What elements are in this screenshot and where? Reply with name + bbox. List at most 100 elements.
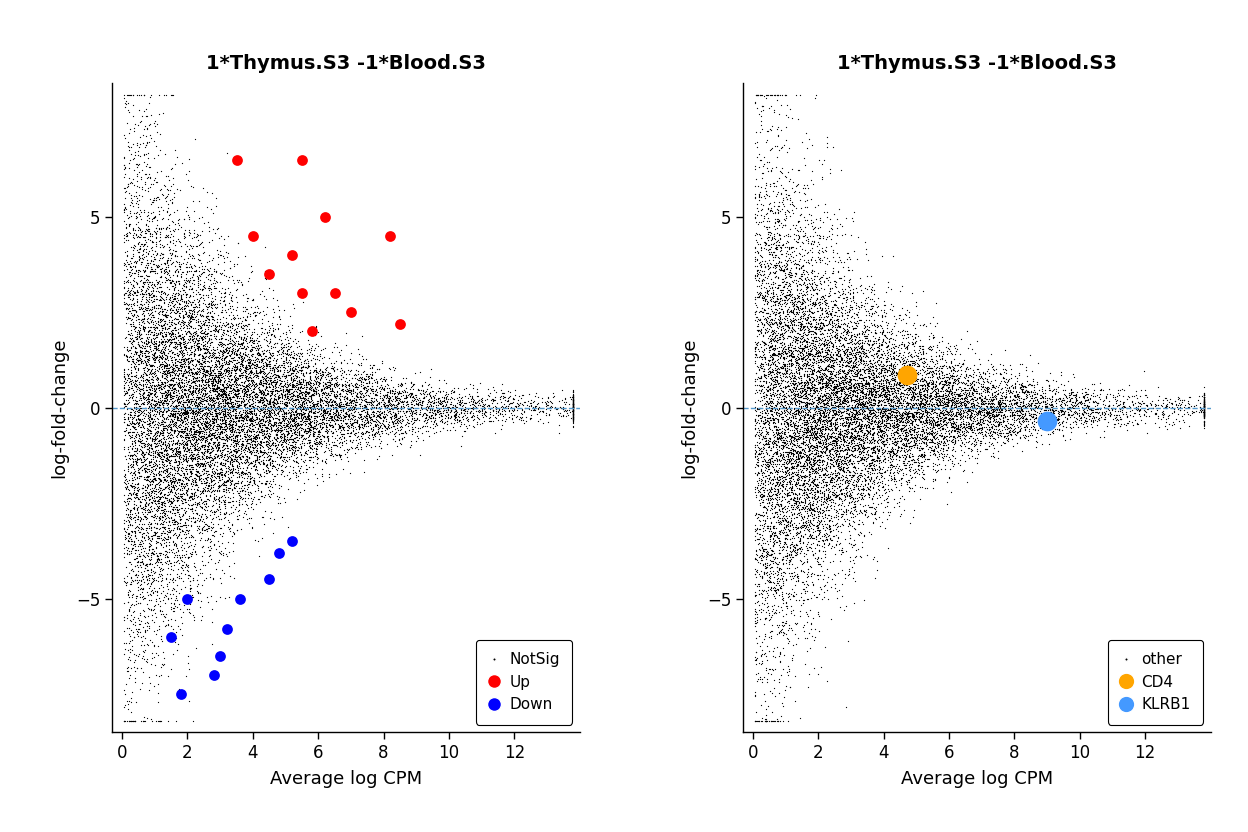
- Point: [243, 424, 263, 438]
- Point: [146, 468, 166, 481]
- Point: [797, 458, 817, 472]
- Point: [158, 470, 178, 483]
- Point: [1040, 393, 1060, 406]
- Point: [150, 511, 170, 524]
- Point: [205, 450, 225, 463]
- Point: [241, 433, 261, 446]
- Point: [1114, 395, 1134, 409]
- Point: [205, 428, 225, 442]
- Point: [1021, 399, 1041, 413]
- Point: [963, 402, 983, 415]
- Point: [170, 597, 190, 611]
- Point: [208, 324, 228, 338]
- Point: [970, 422, 990, 435]
- Point: [115, 475, 135, 488]
- Point: [780, 681, 800, 694]
- Point: [1028, 396, 1048, 409]
- Point: [791, 399, 811, 412]
- Point: [1043, 426, 1063, 439]
- Point: [180, 490, 200, 503]
- Point: [338, 426, 358, 439]
- Point: [941, 399, 961, 412]
- Point: [321, 368, 341, 381]
- Point: [1194, 399, 1214, 413]
- Point: [1062, 389, 1082, 402]
- Point: [842, 428, 862, 441]
- Point: [389, 409, 409, 423]
- Point: [197, 339, 217, 352]
- Point: [172, 303, 192, 316]
- Point: [909, 397, 929, 410]
- Point: [144, 281, 163, 295]
- Point: [303, 388, 323, 401]
- Point: [845, 389, 865, 402]
- Point: [946, 339, 966, 352]
- Point: [412, 379, 432, 392]
- Point: [212, 395, 232, 409]
- Point: [912, 429, 932, 443]
- Point: [990, 403, 1010, 416]
- Point: [951, 359, 971, 373]
- Point: [117, 541, 137, 554]
- Point: [750, 478, 770, 491]
- Point: [220, 382, 240, 395]
- Point: [904, 425, 924, 438]
- Point: [152, 568, 172, 582]
- Point: [144, 561, 163, 574]
- Point: [814, 327, 834, 340]
- Point: [778, 522, 797, 536]
- Point: [314, 381, 334, 394]
- Point: [870, 466, 890, 479]
- Point: [809, 390, 829, 404]
- Point: [919, 366, 938, 379]
- Point: [991, 396, 1011, 409]
- Point: [171, 389, 191, 403]
- Point: [791, 319, 811, 333]
- Point: [800, 386, 820, 399]
- Point: [855, 303, 875, 316]
- Point: [1012, 399, 1032, 413]
- Point: [241, 369, 261, 382]
- Point: [122, 617, 142, 631]
- Point: [844, 433, 864, 446]
- Point: [255, 404, 275, 418]
- Point: [283, 460, 303, 473]
- Point: [237, 434, 257, 448]
- Point: [373, 393, 393, 406]
- Point: [1025, 398, 1045, 411]
- Point: [967, 399, 987, 412]
- Point: [945, 391, 965, 404]
- Point: [419, 429, 439, 443]
- Point: [388, 402, 408, 415]
- Point: [134, 280, 154, 293]
- Point: [790, 448, 810, 462]
- Point: [341, 394, 361, 407]
- Point: [281, 389, 301, 403]
- Point: [392, 378, 412, 391]
- Point: [513, 398, 533, 411]
- Point: [417, 404, 437, 417]
- Point: [206, 374, 226, 387]
- Point: [147, 447, 167, 460]
- Point: [135, 250, 155, 264]
- Point: [131, 573, 151, 587]
- Point: [837, 438, 857, 452]
- Point: [810, 412, 830, 425]
- Point: [131, 455, 151, 468]
- Point: [827, 344, 847, 357]
- Point: [829, 468, 849, 481]
- Point: [1052, 429, 1072, 443]
- Point: [248, 449, 268, 463]
- Point: [147, 445, 167, 458]
- Point: [173, 396, 193, 409]
- Point: [753, 399, 773, 412]
- Point: [141, 367, 161, 380]
- Point: [1070, 412, 1090, 425]
- Point: [776, 289, 796, 302]
- Point: [290, 427, 310, 440]
- Point: [188, 248, 208, 261]
- Point: [748, 279, 768, 292]
- Point: [125, 304, 145, 317]
- Point: [763, 399, 782, 413]
- Point: [145, 321, 165, 334]
